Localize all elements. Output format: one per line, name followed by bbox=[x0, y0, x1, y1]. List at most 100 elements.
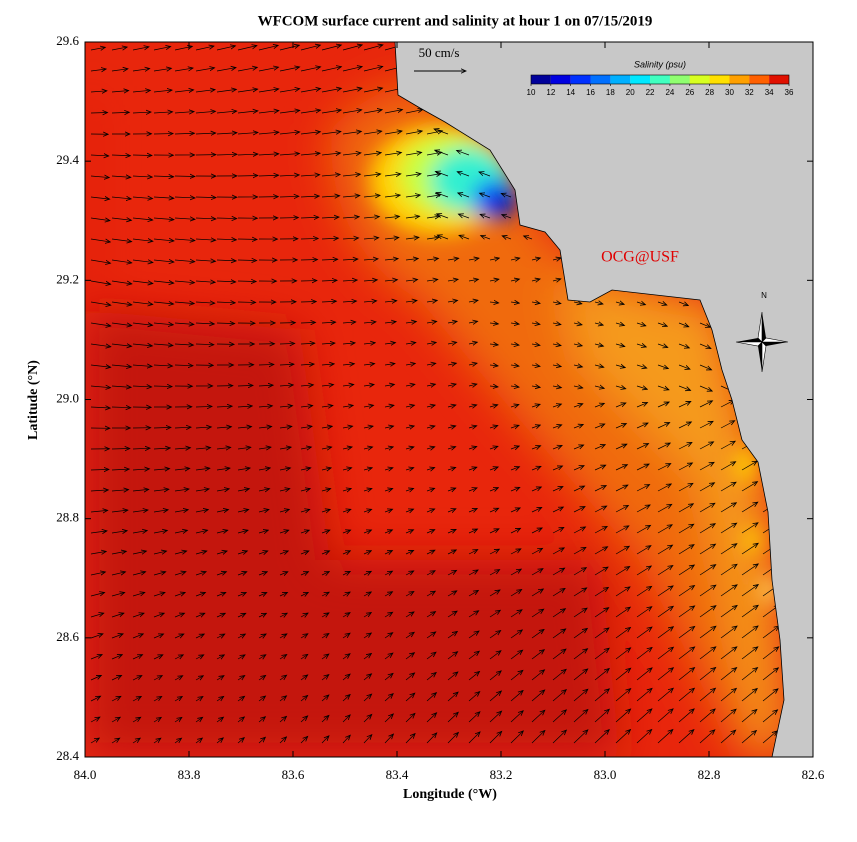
current-vector bbox=[279, 364, 294, 365]
current-vector bbox=[195, 302, 215, 303]
current-vector bbox=[510, 589, 522, 597]
current-vector bbox=[111, 592, 125, 597]
current-vector bbox=[132, 696, 141, 702]
current-vector bbox=[153, 469, 170, 470]
current-vector bbox=[174, 634, 184, 638]
current-vector bbox=[321, 530, 330, 533]
current-vector bbox=[342, 592, 350, 596]
current-vector bbox=[657, 545, 672, 555]
current-vector bbox=[321, 343, 335, 344]
current-vector bbox=[720, 585, 737, 597]
current-vector bbox=[447, 652, 458, 660]
current-vector bbox=[132, 260, 153, 262]
current-vector bbox=[384, 551, 392, 554]
current-vector bbox=[678, 586, 694, 597]
current-vector bbox=[489, 671, 501, 681]
current-vector bbox=[384, 153, 401, 155]
current-vector bbox=[762, 668, 778, 681]
current-vector bbox=[90, 218, 110, 221]
current-vector bbox=[615, 628, 630, 639]
current-vector bbox=[174, 323, 194, 324]
current-vector bbox=[447, 363, 456, 365]
current-vector bbox=[594, 669, 609, 681]
current-vector bbox=[111, 260, 132, 263]
current-vector bbox=[699, 401, 712, 408]
current-vector bbox=[657, 423, 670, 429]
current-vector bbox=[405, 131, 422, 134]
current-vector bbox=[426, 713, 437, 723]
current-vector bbox=[762, 731, 777, 744]
current-vector bbox=[720, 730, 736, 744]
current-vector bbox=[258, 175, 279, 176]
current-vector bbox=[510, 508, 520, 513]
current-vector bbox=[195, 613, 205, 617]
current-vector bbox=[447, 570, 457, 576]
current-vector bbox=[153, 197, 174, 198]
current-vector bbox=[174, 133, 194, 134]
current-vector bbox=[174, 738, 182, 744]
current-vector bbox=[279, 489, 290, 491]
current-vector bbox=[615, 689, 631, 702]
current-vector bbox=[699, 730, 715, 744]
current-vector bbox=[279, 613, 287, 617]
current-vector bbox=[657, 627, 673, 639]
current-vector bbox=[279, 132, 300, 134]
current-vector bbox=[132, 592, 145, 597]
current-vector bbox=[678, 302, 688, 306]
current-vector bbox=[552, 548, 564, 555]
current-vector bbox=[258, 509, 269, 512]
current-vector bbox=[468, 342, 477, 344]
current-vector bbox=[342, 174, 360, 176]
current-vector bbox=[531, 569, 543, 576]
current-vector bbox=[636, 403, 647, 408]
current-vector bbox=[657, 688, 673, 702]
current-vector bbox=[762, 710, 778, 723]
current-vector bbox=[762, 647, 779, 660]
current-vector bbox=[90, 572, 105, 575]
current-vector bbox=[363, 633, 371, 639]
current-vector bbox=[405, 673, 415, 681]
current-vector bbox=[174, 468, 190, 470]
current-vector bbox=[363, 259, 378, 260]
current-vector bbox=[237, 634, 245, 638]
current-vector bbox=[363, 405, 373, 407]
current-vector bbox=[741, 585, 758, 597]
current-vector bbox=[741, 502, 758, 513]
current-vector bbox=[279, 110, 300, 113]
current-vector bbox=[699, 421, 713, 429]
current-vector bbox=[384, 673, 393, 681]
current-vector bbox=[426, 632, 436, 639]
current-vector bbox=[111, 572, 125, 575]
current-vector bbox=[573, 424, 583, 428]
x-tick-label: 82.8 bbox=[698, 767, 721, 782]
current-vector bbox=[436, 193, 449, 198]
current-vector bbox=[636, 668, 652, 681]
current-vector bbox=[657, 566, 673, 576]
current-vector bbox=[573, 486, 585, 492]
current-vector bbox=[363, 131, 382, 134]
current-vector bbox=[342, 217, 359, 218]
current-vector bbox=[216, 613, 225, 617]
current-vector bbox=[426, 488, 435, 491]
current-vector bbox=[153, 592, 165, 596]
current-vector bbox=[195, 572, 206, 575]
current-vector bbox=[363, 195, 380, 197]
current-vector bbox=[573, 344, 582, 346]
current-vector bbox=[615, 668, 631, 681]
current-vector bbox=[300, 551, 309, 554]
current-vector bbox=[426, 384, 435, 386]
current-vector bbox=[552, 258, 561, 260]
current-vector bbox=[699, 385, 712, 391]
current-vector bbox=[237, 427, 252, 428]
current-vector bbox=[195, 90, 215, 92]
current-vector bbox=[594, 323, 603, 325]
current-vector bbox=[636, 546, 651, 555]
current-vector bbox=[447, 529, 456, 533]
current-vector bbox=[447, 258, 459, 260]
current-vector bbox=[552, 404, 561, 407]
current-vector bbox=[447, 426, 456, 428]
current-vector bbox=[321, 88, 341, 93]
current-vector bbox=[594, 567, 608, 576]
current-vector bbox=[615, 344, 625, 347]
current-vector bbox=[153, 551, 166, 554]
